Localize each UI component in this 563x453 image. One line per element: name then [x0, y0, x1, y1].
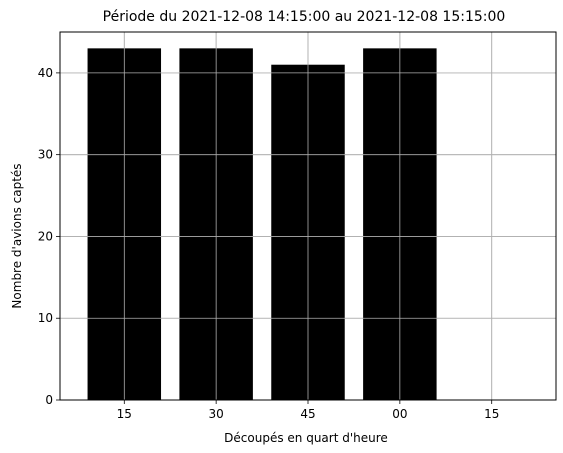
- x-tick-label: 30: [209, 407, 224, 421]
- ticks: 0 10 20 30 40 15 30 45 00 15: [38, 66, 500, 421]
- y-tick-label: 30: [38, 148, 53, 162]
- y-axis-label: Nombre d'avions captés: [10, 163, 24, 308]
- x-tick-label: 15: [117, 407, 132, 421]
- x-tick-label: 45: [300, 407, 315, 421]
- y-tick-label: 10: [38, 311, 53, 325]
- x-tick-label: 00: [392, 407, 407, 421]
- y-tick-label: 20: [38, 229, 53, 243]
- y-tick-label: 40: [38, 66, 53, 80]
- y-tick-label: 0: [45, 393, 53, 407]
- chart-title: Période du 2021-12-08 14:15:00 au 2021-1…: [103, 9, 506, 25]
- x-tick-label: 15: [484, 407, 499, 421]
- bars: [60, 32, 556, 401]
- plot-frame: [59, 31, 557, 401]
- x-axis-label: Découpés en quart d'heure: [224, 431, 388, 445]
